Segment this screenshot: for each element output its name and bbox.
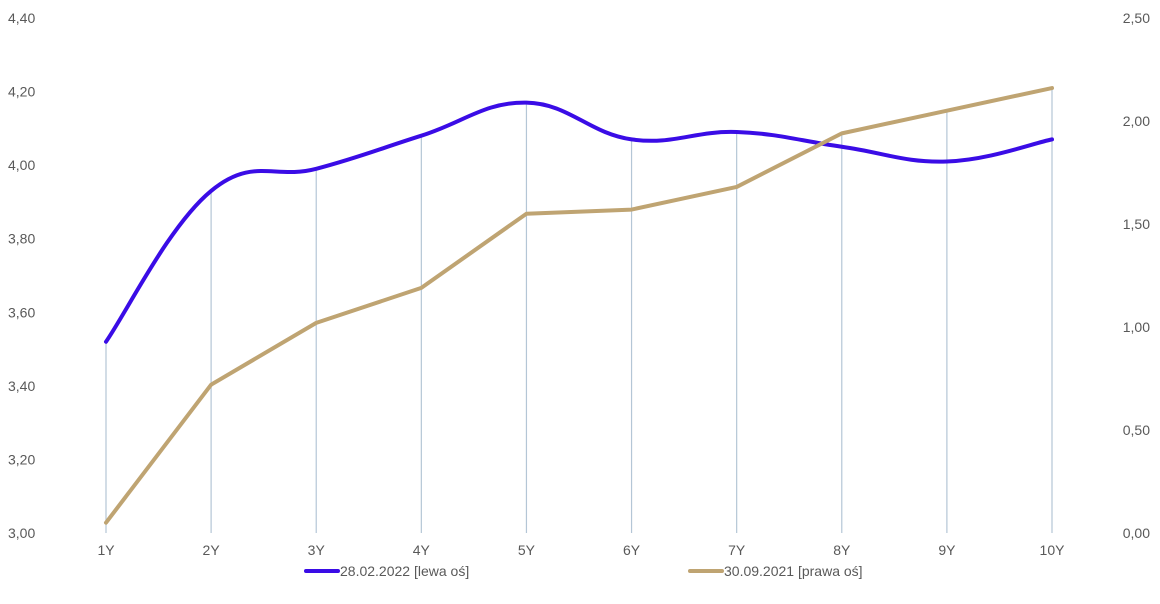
- series-1-point: [209, 189, 213, 193]
- series-2-point: [314, 321, 318, 325]
- series-1-point: [524, 101, 528, 105]
- left-axis-tick-label: 4,20: [8, 84, 35, 100]
- right-axis-tick-label: 1,50: [1123, 216, 1150, 232]
- right-axis: 0,00 0,50 1,00 1,50 2,00 2,50: [1123, 10, 1150, 541]
- left-axis-tick-label: 3,60: [8, 304, 35, 320]
- series-1-point: [104, 340, 108, 344]
- series-layer: [104, 86, 1054, 525]
- series-1-point: [1050, 137, 1054, 141]
- x-axis-tick-label: 6Y: [623, 542, 641, 558]
- right-axis-tick-label: 0,00: [1123, 525, 1150, 541]
- series-1-point: [314, 167, 318, 171]
- left-axis-tick-label: 3,00: [8, 525, 35, 541]
- x-axis-tick-label: 7Y: [728, 542, 746, 558]
- series-2-point: [735, 185, 739, 189]
- series-2-point: [1050, 86, 1054, 90]
- left-axis-tick-label: 4,40: [8, 10, 35, 26]
- series-2-point: [419, 286, 423, 290]
- left-axis-tick-label: 3,40: [8, 378, 35, 394]
- legend: 28.02.2022 [lewa oś] 30.09.2021 [prawa oś…: [304, 563, 863, 579]
- series-line-1: [104, 100, 1054, 344]
- series-line-2: [104, 86, 1054, 525]
- x-axis-tick-label: 3Y: [308, 542, 326, 558]
- series-1-point: [419, 134, 423, 138]
- series-2-point: [524, 212, 528, 216]
- x-axis: 1Y 2Y 3Y 4Y 5Y 6Y 7Y 8Y 9Y 10Y: [97, 542, 1065, 558]
- series-1-point: [945, 159, 949, 163]
- drop-lines: [105, 88, 1053, 533]
- right-axis-tick-label: 1,00: [1123, 319, 1150, 335]
- left-axis-tick-label: 4,00: [8, 157, 35, 173]
- left-axis: 3,00 3,20 3,40 3,60 3,80 4,00 4,20 4,40: [8, 10, 35, 541]
- right-axis-tick-label: 0,50: [1123, 422, 1150, 438]
- right-axis-tick-label: 2,50: [1123, 10, 1150, 26]
- legend-label-2: 30.09.2021 [prawa oś]: [724, 563, 863, 579]
- left-axis-tick-label: 3,20: [8, 451, 35, 467]
- series-2-point: [209, 383, 213, 387]
- x-axis-tick-label: 9Y: [938, 542, 956, 558]
- series-2-point: [945, 109, 949, 113]
- series-2-point: [630, 208, 634, 212]
- x-axis-tick-label: 4Y: [413, 542, 431, 558]
- series-2-point: [104, 521, 108, 525]
- left-axis-tick-label: 3,80: [8, 231, 35, 247]
- series-2-point: [840, 131, 844, 135]
- x-axis-tick-label: 5Y: [518, 542, 536, 558]
- right-axis-tick-label: 2,00: [1123, 113, 1150, 129]
- x-axis-tick-label: 2Y: [203, 542, 221, 558]
- series-1-point: [840, 145, 844, 149]
- series-1-point: [630, 137, 634, 141]
- x-axis-tick-label: 1Y: [97, 542, 115, 558]
- x-axis-tick-label: 10Y: [1040, 542, 1066, 558]
- legend-label-1: 28.02.2022 [lewa oś]: [340, 563, 469, 579]
- x-axis-tick-label: 8Y: [833, 542, 851, 558]
- series-1-point: [735, 130, 739, 134]
